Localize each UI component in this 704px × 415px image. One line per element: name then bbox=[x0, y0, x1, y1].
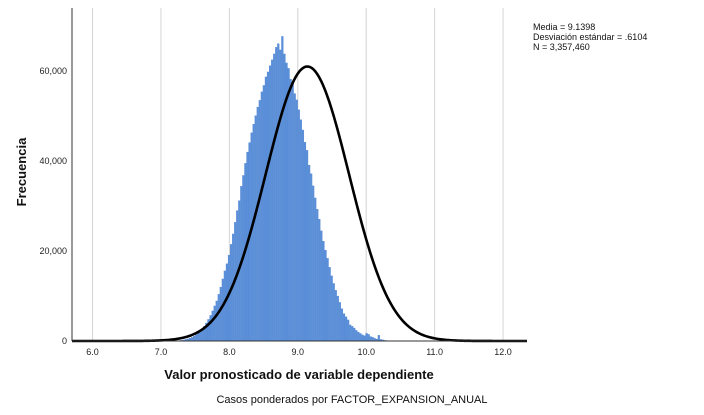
histogram-bar bbox=[262, 85, 266, 342]
x-tick-label: 6.0 bbox=[86, 347, 99, 357]
histogram-bar bbox=[289, 79, 292, 342]
histogram-bar bbox=[258, 100, 261, 342]
histogram-bar bbox=[316, 209, 319, 342]
histogram-bar bbox=[314, 197, 317, 342]
histogram-bar bbox=[326, 258, 329, 342]
histogram-bar bbox=[330, 275, 333, 342]
histogram-bar bbox=[305, 150, 309, 342]
histogram-bar bbox=[338, 302, 341, 342]
axes bbox=[71, 8, 527, 342]
histogram-bar bbox=[225, 263, 229, 342]
y-tick-label: 60,000 bbox=[39, 66, 67, 76]
y-tick-label: 20,000 bbox=[39, 246, 67, 256]
histogram-bar bbox=[297, 109, 300, 342]
histogram-bar bbox=[281, 36, 284, 342]
histogram-bar bbox=[221, 278, 224, 342]
histogram-bar bbox=[287, 68, 290, 342]
x-tick-label: 12.0 bbox=[494, 347, 512, 357]
histogram-bar bbox=[275, 47, 278, 342]
histogram-bar bbox=[359, 333, 362, 342]
histogram-bar bbox=[264, 76, 268, 342]
y-tick-label: 0 bbox=[62, 336, 67, 346]
histogram-bar bbox=[273, 53, 276, 342]
histogram-bar bbox=[334, 290, 337, 342]
stat-mean: Media = 9.1398 bbox=[533, 22, 595, 32]
y-axis-title: Frecuencia bbox=[14, 137, 29, 206]
histogram-bar bbox=[307, 164, 311, 342]
histogram-bar bbox=[353, 327, 356, 342]
x-tick-label: 9.0 bbox=[292, 347, 305, 357]
histogram-bar bbox=[291, 82, 294, 342]
x-tick-label: 7.0 bbox=[155, 347, 168, 357]
histogram-bar bbox=[301, 129, 305, 342]
histogram-bar bbox=[365, 333, 368, 342]
histogram-bar bbox=[320, 230, 323, 342]
histogram-bar bbox=[328, 267, 331, 342]
histogram-bar bbox=[209, 315, 212, 342]
histogram-bar bbox=[371, 337, 374, 342]
histogram-bar bbox=[361, 334, 364, 342]
histogram-bar bbox=[283, 53, 286, 342]
histogram-bar bbox=[369, 336, 372, 342]
histogram-bar bbox=[252, 124, 255, 342]
histogram-bar bbox=[299, 119, 302, 342]
histogram-bar bbox=[363, 335, 366, 342]
histogram-bar bbox=[357, 331, 360, 342]
histogram-bar bbox=[266, 71, 270, 342]
vertical-grid bbox=[92, 8, 504, 341]
histogram-bar bbox=[332, 283, 335, 342]
weighting-note: Casos ponderados por FACTOR_EXPANSION_AN… bbox=[216, 394, 487, 406]
stat-n: N = 3,357,460 bbox=[533, 42, 590, 52]
histogram-bar bbox=[223, 270, 227, 342]
histogram-bar bbox=[377, 335, 380, 342]
histogram-bar bbox=[367, 334, 370, 342]
histogram-bar bbox=[295, 99, 298, 342]
histogram-bar bbox=[215, 300, 218, 342]
histogram-bar bbox=[322, 241, 325, 342]
histogram-bar bbox=[271, 59, 274, 342]
stat-std-dev: Desviación estándar = .6104 bbox=[533, 32, 647, 42]
histogram-bar bbox=[268, 65, 272, 342]
histogram-bar bbox=[349, 324, 352, 342]
y-tick-labels: 0 20,000 40,000 60,000 bbox=[39, 66, 67, 346]
histogram-bar bbox=[195, 334, 198, 342]
histogram-bar bbox=[260, 91, 263, 342]
histogram-bar bbox=[318, 218, 321, 342]
x-tick-label: 10.0 bbox=[357, 347, 375, 357]
histogram-bar bbox=[324, 250, 327, 342]
histogram-bar bbox=[355, 330, 358, 342]
histogram-bar bbox=[219, 286, 222, 342]
x-tick-label: 11.0 bbox=[426, 347, 443, 357]
histogram-bar bbox=[346, 319, 350, 342]
x-tick-label: 8.0 bbox=[223, 347, 236, 357]
histogram-bar bbox=[250, 132, 253, 342]
histogram-bar bbox=[277, 43, 280, 342]
histogram-bar bbox=[197, 332, 200, 342]
y-tick-label: 40,000 bbox=[39, 156, 67, 166]
histogram-bar bbox=[340, 308, 344, 342]
histogram-bar bbox=[342, 313, 346, 342]
histogram-bar bbox=[344, 316, 348, 342]
histogram-bar bbox=[310, 173, 313, 342]
x-tick-labels: 6.0 7.0 8.0 9.0 10.0 11.0 12.0 bbox=[86, 347, 512, 357]
histogram-bar bbox=[217, 294, 220, 342]
histogram-bar bbox=[254, 115, 257, 342]
histogram-bar bbox=[336, 295, 339, 342]
histogram-bar bbox=[312, 185, 315, 342]
histogram-bar bbox=[193, 335, 196, 342]
histogram-bar bbox=[256, 106, 259, 342]
x-axis-title: Valor pronosticado de variable dependien… bbox=[164, 367, 433, 382]
histogram-bar bbox=[213, 305, 216, 342]
histogram-bar bbox=[303, 142, 307, 342]
histogram-bar bbox=[351, 326, 354, 342]
histogram-bars bbox=[174, 36, 389, 342]
histogram-bar bbox=[211, 310, 214, 342]
histogram-bar bbox=[279, 49, 282, 342]
histogram-bar bbox=[293, 93, 296, 342]
histogram-bar bbox=[190, 337, 194, 342]
